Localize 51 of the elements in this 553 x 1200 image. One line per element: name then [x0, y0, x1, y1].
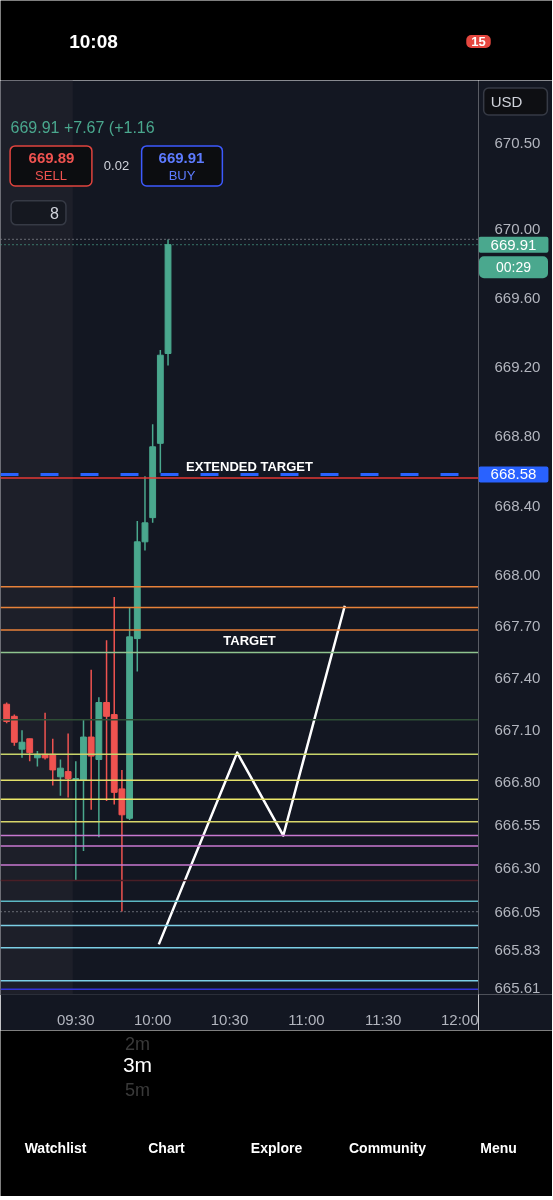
y-tick-label: 667.70: [494, 617, 541, 635]
text: Chart: [148, 1139, 186, 1156]
line-series: [157, 604, 347, 946]
text: Menu: [480, 1139, 517, 1156]
y-tick-label: 669.20: [494, 358, 541, 376]
text: 15: [471, 34, 486, 49]
ref-line-label: EXTENDED TARGET: [186, 458, 313, 474]
annotation: 8: [50, 204, 60, 222]
y-tick-label: 669.60: [494, 289, 541, 307]
x-tick-label: 10:30: [210, 1010, 249, 1028]
x-tick-label: 11:30: [365, 1010, 402, 1028]
annotation: 669.91: [158, 149, 205, 167]
annotation: 0.02: [103, 157, 130, 173]
y-tick-label: 668.00: [494, 565, 541, 583]
x-tick-label: 10:00: [133, 1010, 172, 1028]
annotation: 669.91 +7.67 (+1.16: [10, 118, 155, 136]
annotation: SELL: [35, 167, 67, 183]
text: 00:29: [495, 259, 532, 276]
text: 3m: [122, 1053, 153, 1076]
y-tick-label: 665.83: [494, 940, 541, 958]
y-tick-label: 667.40: [494, 669, 541, 687]
text: Explore: [250, 1139, 303, 1156]
x-tick-label: 09:30: [57, 1010, 95, 1028]
candlestick: [87, 668, 95, 811]
candlestick: [18, 729, 26, 759]
ref-line-label: 668.58: [490, 465, 537, 483]
y-tick-label: 670.50: [494, 133, 541, 151]
candlestick: [64, 732, 72, 799]
ref-line-label: 669.91: [490, 235, 537, 253]
text: USD: [490, 92, 523, 110]
y-tick-label: 666.30: [494, 859, 541, 877]
text: 2m: [125, 1033, 151, 1054]
annotation: 669.89: [28, 149, 75, 167]
annotation: BUY: [168, 167, 196, 183]
text: 10:08: [69, 31, 118, 52]
y-tick-label: 666.55: [494, 816, 541, 834]
text: Community: [349, 1139, 427, 1156]
y-tick-label: 668.40: [494, 496, 541, 514]
x-tick-label: 12:00: [440, 1010, 479, 1028]
y-tick-label: 667.10: [494, 721, 541, 739]
text: 5m: [125, 1079, 151, 1100]
x-tick-label: 11:00: [288, 1010, 325, 1028]
text: Watchlist: [24, 1139, 87, 1156]
candlestick: [26, 738, 34, 762]
candlestick: [57, 758, 64, 797]
y-tick-label: 666.80: [494, 772, 541, 790]
ref-line-label: TARGET: [223, 633, 276, 649]
y-tick-label: 665.61: [494, 978, 541, 996]
y-tick-label: 666.05: [494, 902, 541, 920]
y-tick-label: 670.00: [494, 220, 541, 238]
y-tick-label: 668.80: [494, 427, 541, 445]
